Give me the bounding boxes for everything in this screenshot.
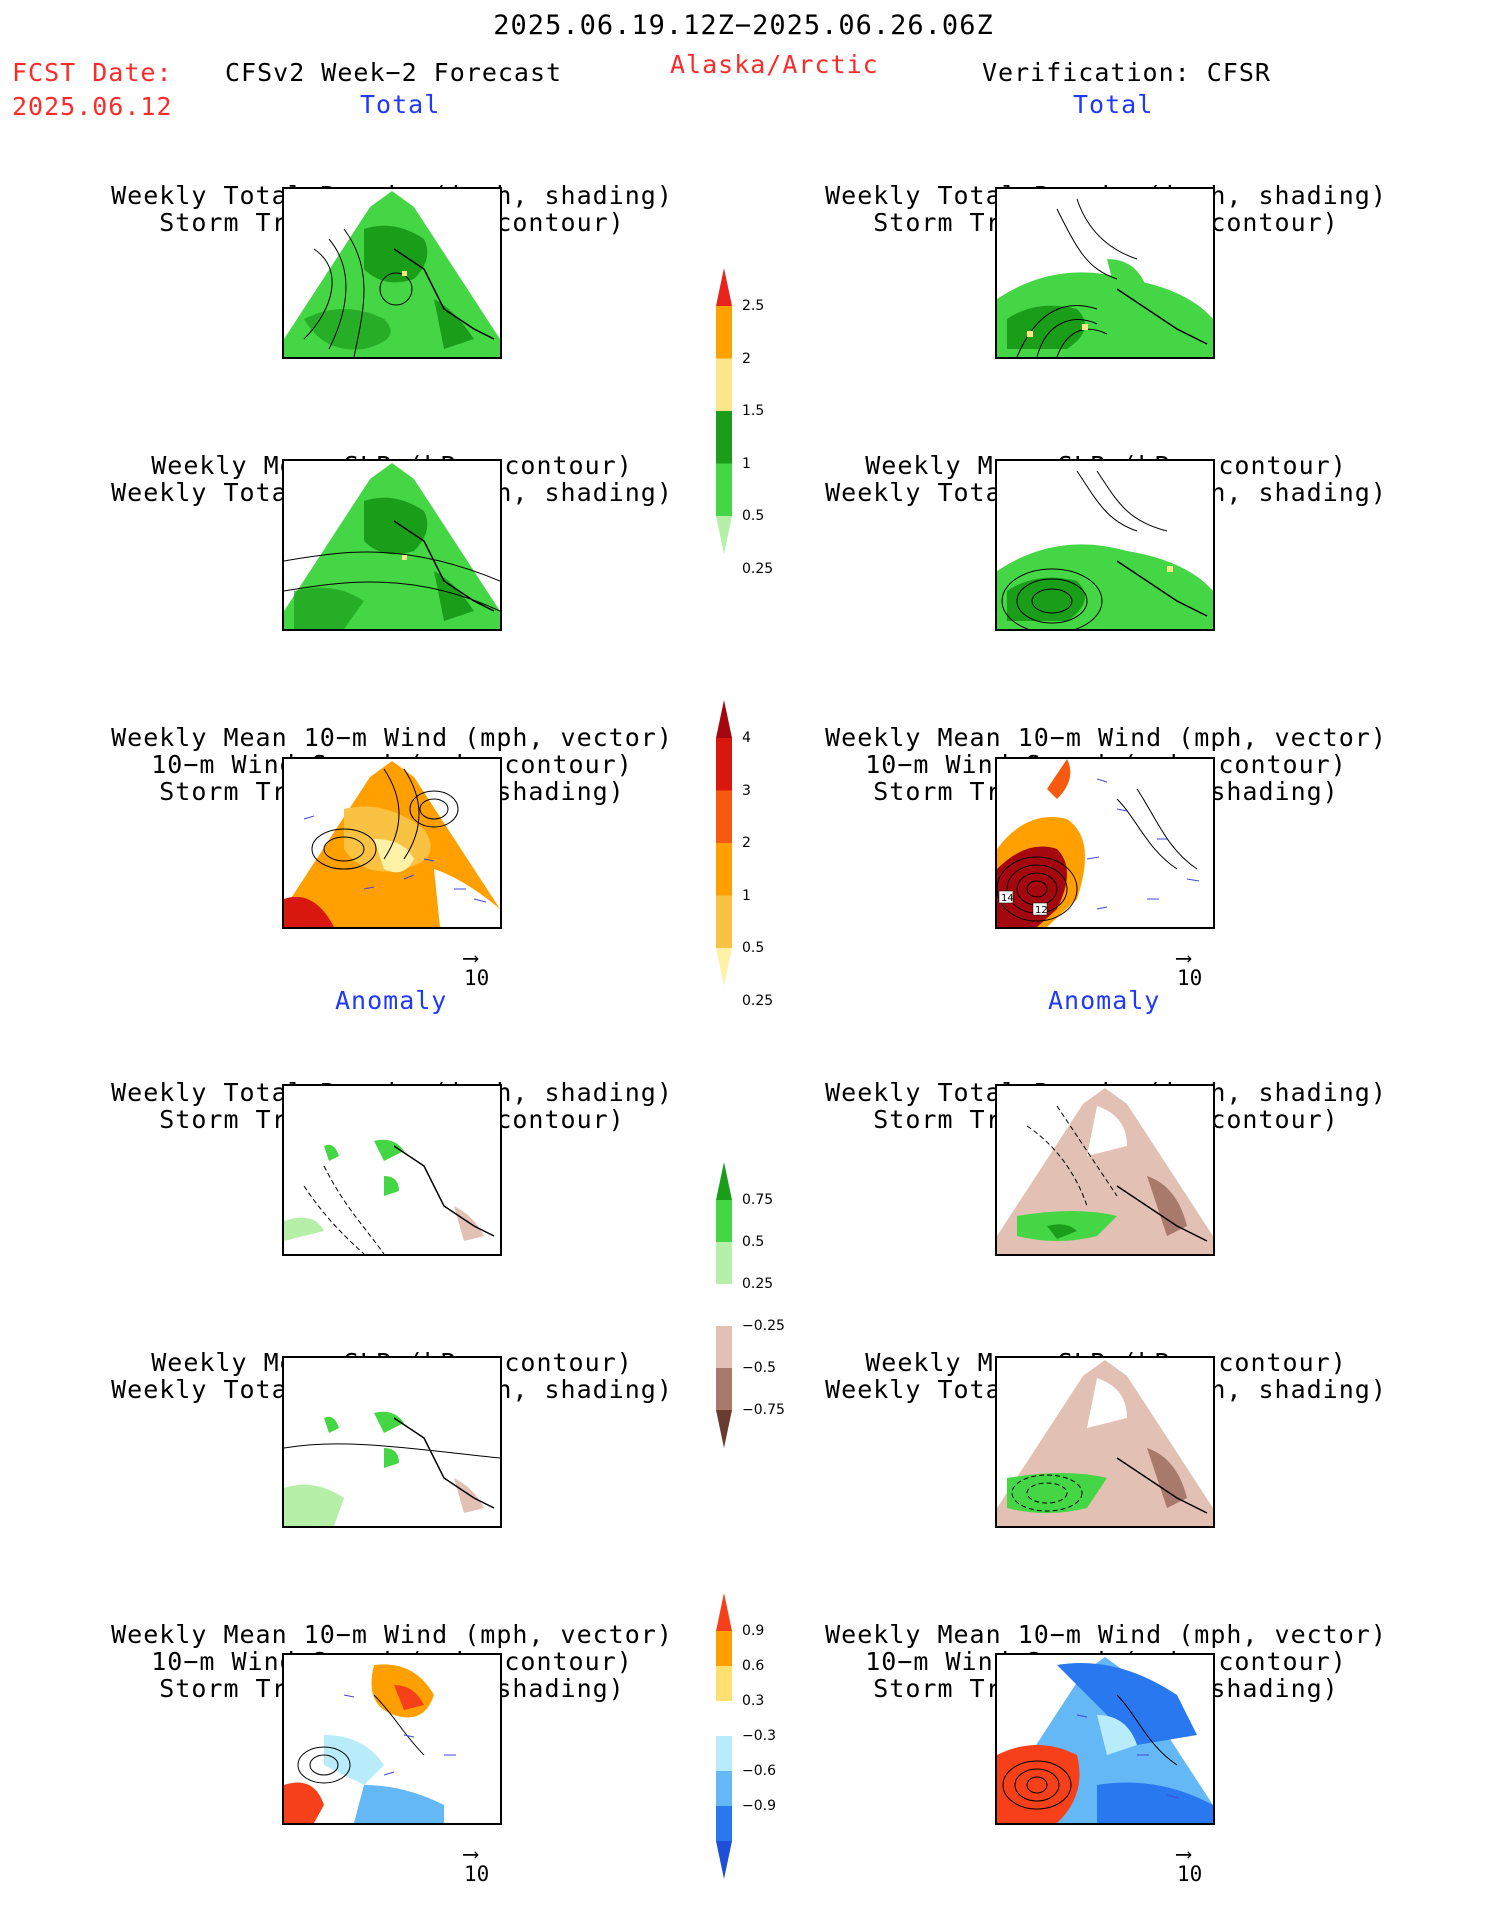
contour-label: 12 <box>1035 905 1048 916</box>
colorbar-swatch <box>716 1326 732 1369</box>
colorbar-cap-bottom <box>716 1841 732 1879</box>
colorbar-cap-top <box>716 1593 732 1631</box>
colorbar-tick-label: 2 <box>742 835 751 851</box>
colorbar-swatch <box>716 411 732 464</box>
arrow-right-icon: ⟶ <box>1177 946 1191 971</box>
colorbar-swatch <box>716 843 732 896</box>
colorbar-swatch <box>716 358 732 412</box>
colorbar-cap-bottom <box>716 516 732 554</box>
colorbar-tick-label: 2 <box>742 350 751 367</box>
colorbar-cap-bottom <box>716 1410 732 1448</box>
colorbar-swatch <box>716 1701 732 1737</box>
colorbar-swatch <box>716 738 732 791</box>
colorbar-swatch <box>716 1771 732 1807</box>
vector-reference: ⟶ 10 <box>1177 1842 1203 1887</box>
colorbar-tick-label: 4 <box>742 730 751 746</box>
colorbar-tick-label: −0.25 <box>742 1318 785 1334</box>
colorbar-tick-label: 1.5 <box>742 403 765 419</box>
colorbar-cap-bottom <box>716 948 732 986</box>
vector-reference: ⟶ 10 <box>1177 946 1203 991</box>
colorbar-tick-label: 0.6 <box>742 1658 765 1674</box>
section-total-left: Total <box>360 90 441 119</box>
colorbar-swatch <box>716 1806 732 1842</box>
colorbar-swatch <box>716 895 732 949</box>
colorbar-tick-label: 3 <box>742 782 751 799</box>
arrow-right-icon: ⟶ <box>1177 1842 1191 1867</box>
colorbar-tick-label: −0.3 <box>742 1728 776 1744</box>
map-fcst-anom-precip-storm <box>282 1084 502 1256</box>
colorbar-tick-label: 2.5 <box>742 298 765 314</box>
colorbar-tick-label: 0.5 <box>742 508 765 524</box>
vector-reference: ⟶ 10 <box>464 946 490 991</box>
arrow-right-icon: ⟶ <box>464 946 478 971</box>
colorbar-tick-label: 0.5 <box>742 940 765 956</box>
colorbar-tick-label: 0.25 <box>742 992 774 1009</box>
colorbar-tick-label: 0.25 <box>742 560 774 577</box>
colorbar-cap-top <box>716 1162 732 1200</box>
fcst-date-label: FCST Date: <box>12 58 173 87</box>
colorbar-swatch <box>716 790 732 844</box>
verification-label: Verification: CFSR <box>982 58 1271 87</box>
colorbar-swatch <box>716 1631 732 1667</box>
colorbar-swatch <box>716 1736 732 1772</box>
fcst-date-value: 2025.06.12 <box>12 92 173 121</box>
map-obs-total-wind-storm: 14 12 <box>995 757 1215 929</box>
colorbar-tick-label: 0.75 <box>742 1192 774 1208</box>
colorbar-swatch <box>716 1284 732 1327</box>
colorbar-precip-total: 2.5 2 1.5 1 0.5 0.25 <box>716 268 806 577</box>
map-obs-total-precip-storm <box>995 187 1215 359</box>
map-obs-total-slp-precip <box>995 459 1215 631</box>
arrow-right-icon: ⟶ <box>464 1842 478 1867</box>
colorbar-storm-anom: 0.9 0.6 0.3 −0.3 −0.6 −0.9 <box>716 1593 806 1879</box>
colorbar-tick-label: −0.9 <box>742 1798 776 1814</box>
section-anomaly-right: Anomaly <box>1048 986 1161 1015</box>
region-label: Alaska/Arctic <box>670 50 879 79</box>
colorbar-cap-top <box>716 268 732 306</box>
colorbar-tick-label: −0.6 <box>742 1763 776 1779</box>
model-label: CFSv2 Week−2 Forecast <box>225 58 563 87</box>
colorbar-storm-total: 4 3 2 1 0.5 0.25 <box>716 700 806 1009</box>
colorbar-tick-label: 0.3 <box>742 1693 765 1709</box>
colorbar-tick-label: 0.9 <box>742 1623 765 1639</box>
colorbar-tick-label: −0.5 <box>742 1360 776 1376</box>
colorbar-tick-label: 0.5 <box>742 1234 765 1250</box>
colorbar-tick-label: 1 <box>742 455 751 472</box>
vector-reference: ⟶ 10 <box>464 1842 490 1887</box>
colorbar-swatch <box>716 1666 732 1702</box>
section-total-right: Total <box>1073 90 1154 119</box>
colorbar-swatch <box>716 1242 732 1285</box>
colorbar-swatch <box>716 1200 732 1243</box>
colorbar-tick-label: 1 <box>742 887 751 904</box>
colorbar-cap-top <box>716 700 732 738</box>
map-obs-anom-wind-storm <box>995 1653 1215 1825</box>
map-obs-anom-precip-storm <box>995 1084 1215 1256</box>
section-anomaly-left: Anomaly <box>335 986 448 1015</box>
map-fcst-total-wind-storm <box>282 757 502 929</box>
map-fcst-anom-slp-precip <box>282 1356 502 1528</box>
colorbar-swatch <box>716 306 732 359</box>
colorbar-tick-label: 0.25 <box>742 1276 774 1292</box>
colorbar-precip-anom: 0.75 0.5 0.25 −0.25 −0.5 −0.75 <box>716 1162 806 1448</box>
map-fcst-anom-wind-storm <box>282 1653 502 1825</box>
forecast-period-title: 2025.06.19.12Z−2025.06.26.06Z <box>493 10 994 41</box>
colorbar-swatch <box>716 1368 732 1411</box>
map-fcst-total-slp-precip <box>282 459 502 631</box>
colorbar-swatch <box>716 463 732 517</box>
colorbar-tick-label: −0.75 <box>742 1402 785 1418</box>
contour-label: 14 <box>1001 893 1014 904</box>
map-obs-anom-slp-precip <box>995 1356 1215 1528</box>
map-fcst-total-precip-storm <box>282 187 502 359</box>
